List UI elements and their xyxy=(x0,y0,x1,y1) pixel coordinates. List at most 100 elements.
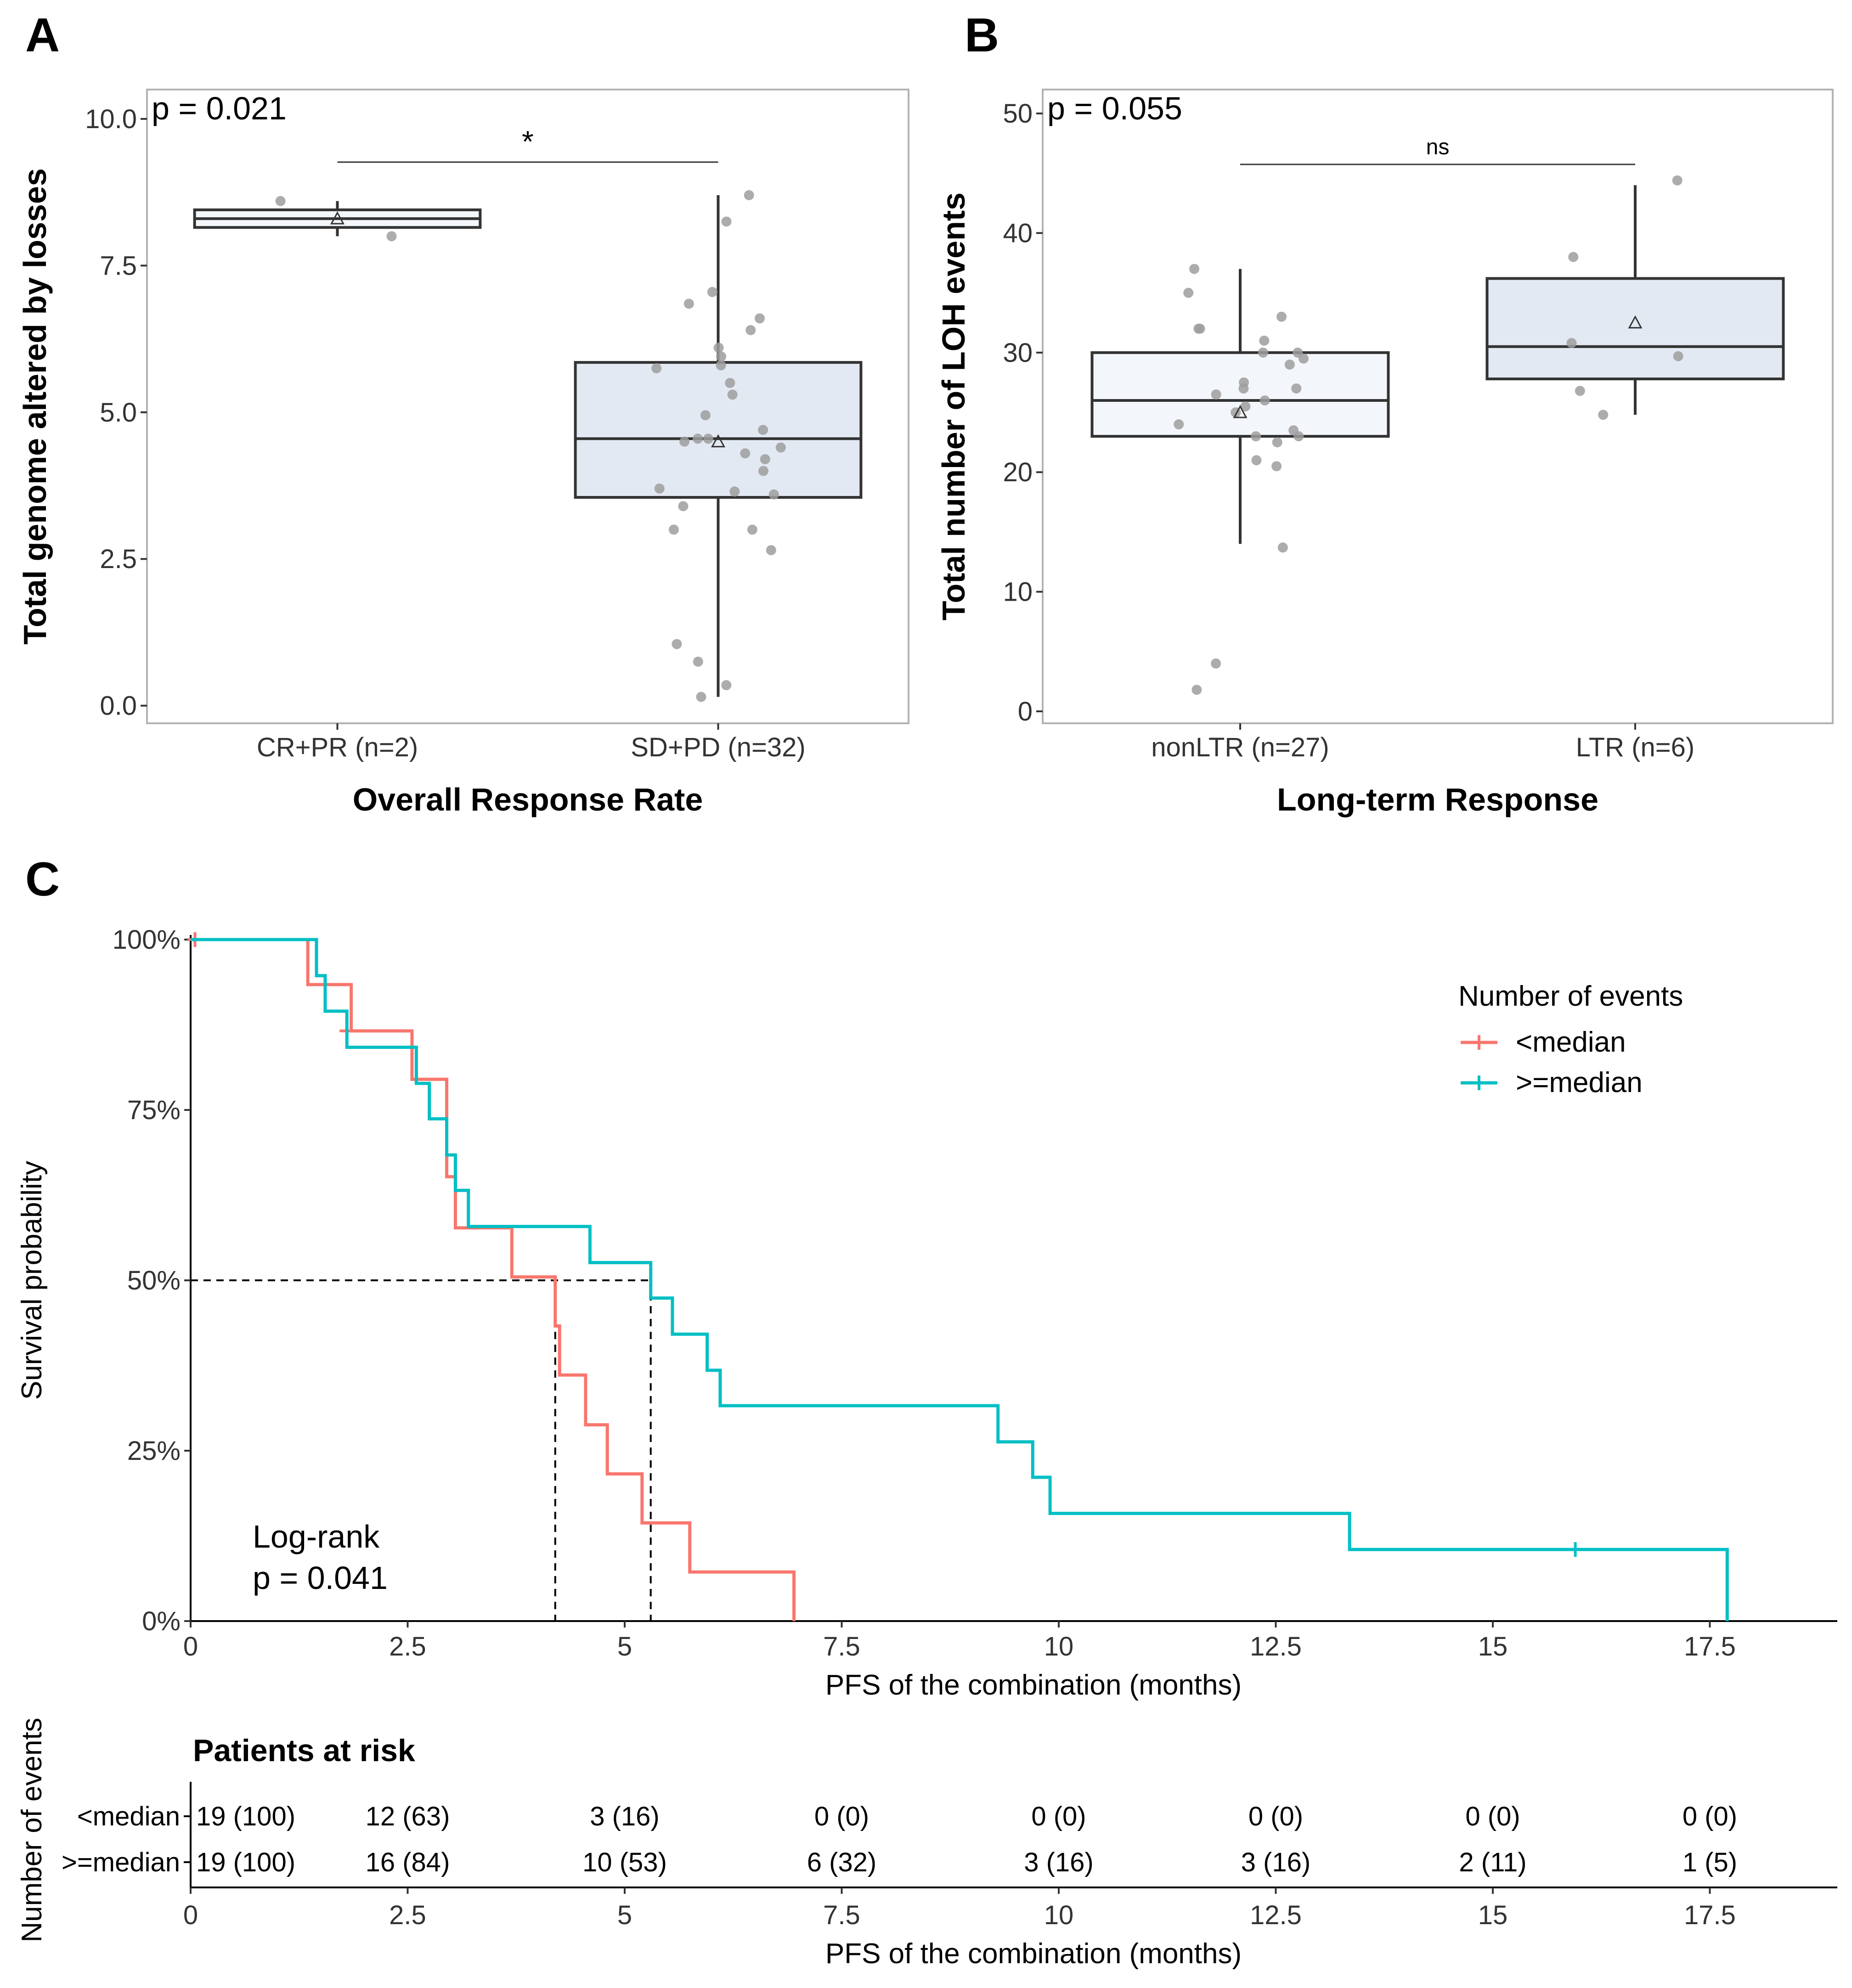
data-point xyxy=(1189,264,1200,274)
legend-label: <median xyxy=(1516,1026,1626,1058)
risk-cell: 19 (100) xyxy=(196,1802,295,1831)
data-point xyxy=(775,442,786,453)
panel-letter-c: C xyxy=(25,853,60,906)
y-tick-label: 50% xyxy=(127,1266,181,1295)
data-point xyxy=(1174,419,1184,430)
x-tick-label: 17.5 xyxy=(1684,1632,1736,1661)
box-body xyxy=(574,361,863,499)
risk-cell: 3 (16) xyxy=(1241,1847,1311,1877)
x-tick-label: 12.5 xyxy=(1250,1632,1302,1661)
data-point xyxy=(696,692,706,702)
data-point xyxy=(1258,347,1268,358)
data-point xyxy=(1183,287,1194,298)
risk-cell: 3 (16) xyxy=(590,1802,660,1831)
data-point xyxy=(721,680,732,690)
data-point xyxy=(1251,431,1261,442)
legend-swatch-marker xyxy=(1472,1076,1486,1090)
risk-x-tick-label: 5 xyxy=(617,1900,632,1930)
y-tick-label: 0.0 xyxy=(100,691,137,721)
data-point xyxy=(1575,386,1585,396)
significance-label: ns xyxy=(1426,135,1450,159)
data-point xyxy=(1568,252,1579,262)
risk-cell: 0 (0) xyxy=(1465,1802,1520,1831)
data-point xyxy=(713,343,724,353)
mean-marker xyxy=(330,211,345,225)
data-point xyxy=(758,425,768,435)
data-point xyxy=(707,287,717,297)
risk-cell: 12 (63) xyxy=(366,1802,450,1831)
data-point xyxy=(1259,395,1270,405)
x-tick-label: LTR (n=6) xyxy=(1576,732,1694,762)
y-axis-title: Total genome altered by losses xyxy=(17,168,53,644)
risk-row-label: >=median xyxy=(62,1847,180,1877)
y-tick-label: 2.5 xyxy=(100,544,137,574)
data-point xyxy=(683,298,694,309)
risk-x-tick-label: 17.5 xyxy=(1684,1900,1736,1930)
risk-x-tick-label: 7.5 xyxy=(823,1900,860,1930)
p-value: p = 0.041 xyxy=(253,1560,388,1596)
risk-table: Patients at risk <median 19 (100) 12 (63) 3 … xyxy=(16,1718,1837,1970)
data-point xyxy=(668,524,679,535)
data-point xyxy=(1240,401,1251,411)
data-point xyxy=(651,363,662,373)
y-tick-label: 0% xyxy=(142,1606,181,1636)
box-body xyxy=(1485,277,1785,381)
data-point xyxy=(754,313,765,324)
x-axis-title: Overall Response Rate xyxy=(353,782,703,817)
data-point xyxy=(386,231,397,242)
legend-label: >=median xyxy=(1516,1067,1643,1098)
mean-marker xyxy=(1628,315,1643,329)
risk-cell: 6 (32) xyxy=(807,1847,877,1877)
y-tick-label: 20 xyxy=(1003,457,1033,487)
legend-title: Number of events xyxy=(1458,980,1683,1012)
data-point xyxy=(745,325,756,335)
y-axis-title: Total number of LOH events xyxy=(936,192,971,620)
data-point xyxy=(1598,410,1609,420)
data-point xyxy=(1259,335,1270,346)
y-tick-label: 10.0 xyxy=(85,104,137,134)
data-point xyxy=(1271,461,1282,472)
risk-cell: 1 (5) xyxy=(1683,1847,1737,1877)
data-point xyxy=(1238,383,1249,394)
data-point xyxy=(1191,685,1202,695)
risk-cell: 19 (100) xyxy=(196,1847,295,1877)
log-rank-label: Log-rank xyxy=(253,1519,380,1554)
panel-c-km-plot: 0% 25% 50% 75% 100% 0 2.5 5 7.5 10 12.5 15 17.5 PFS o… xyxy=(16,925,1837,1701)
data-point xyxy=(1672,175,1683,186)
censor-mark xyxy=(1568,1542,1583,1557)
data-point xyxy=(700,410,711,421)
p-value: p = 0.055 xyxy=(1047,90,1182,126)
data-point xyxy=(727,389,738,400)
km-curve-above-median xyxy=(191,938,1729,1621)
data-point xyxy=(744,190,754,200)
data-point xyxy=(716,351,727,362)
data-point xyxy=(760,454,770,464)
y-tick-label: 100% xyxy=(113,925,181,955)
risk-table-title: Patients at risk xyxy=(193,1733,415,1768)
y-tick-label: 40 xyxy=(1003,218,1033,248)
x-axis-title: Long-term Response xyxy=(1277,782,1598,817)
risk-cell: 0 (0) xyxy=(1248,1802,1303,1831)
x-tick-label: 5 xyxy=(617,1632,632,1661)
panel-letter-b: B xyxy=(965,9,999,62)
y-tick-label: 50 xyxy=(1003,99,1033,129)
data-point xyxy=(747,524,757,535)
legend-swatch-marker xyxy=(1472,1035,1486,1050)
plot-frame xyxy=(1042,89,1834,724)
mean-marker xyxy=(1233,405,1248,418)
data-point xyxy=(716,360,726,371)
y-tick-label: 10 xyxy=(1003,577,1033,607)
panel-letter-a: A xyxy=(25,9,60,62)
significance-label: * xyxy=(522,124,534,158)
data-point xyxy=(654,483,665,494)
x-tick-label: 15 xyxy=(1478,1632,1508,1661)
data-point xyxy=(766,545,776,556)
data-point xyxy=(672,639,682,649)
risk-y-axis-title: Number of events xyxy=(16,1718,48,1942)
data-point xyxy=(721,216,732,227)
x-tick-label: SD+PD (n=32) xyxy=(631,732,805,762)
box-body xyxy=(1090,351,1390,438)
km-curve-below-median xyxy=(191,938,796,1621)
data-point xyxy=(1277,542,1288,553)
data-point xyxy=(768,489,779,500)
